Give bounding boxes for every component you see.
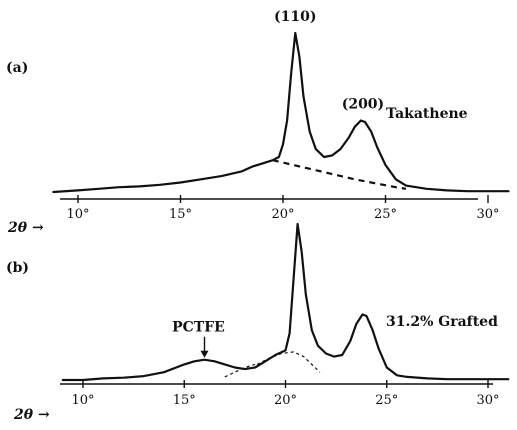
panel-a-label: (a) (6, 60, 28, 76)
panel-a-annotation-1: (200) (342, 96, 384, 112)
panel-b-tick-label-20: 20° (274, 393, 297, 408)
panel-b-series-dotted-1 (256, 351, 321, 373)
panel-b-ticks: 10° 15° 20° 25° 30° (71, 380, 500, 408)
panel-b: (b) 31.2% Grafted 10° 15° 20° 25° 30° PCTFE … (6, 222, 510, 423)
panel-b-sample-label: 31.2% Grafted (386, 314, 498, 330)
panel-b-annotation-arrow-head (200, 350, 209, 358)
panel-b-annotations: PCTFE (172, 320, 225, 358)
panel-a: (a) Takathene 10° 15° 20° 25° 30° (110) (200)… (6, 9, 510, 236)
panel-b-label: (b) (6, 260, 29, 276)
panel-b-tick-label-30: 30° (476, 393, 499, 408)
panel-a-tick-label-25: 25° (374, 207, 397, 222)
panel-b-series (61, 222, 510, 382)
panel-b-annotation-0: PCTFE (172, 320, 225, 336)
panel-b-series-solid-0 (61, 222, 510, 382)
panel-a-x-axis-label: 2θ → (7, 220, 44, 236)
panel-a-series-dashed-1 (272, 159, 407, 190)
panel-a-tick-label-30: 30° (476, 207, 499, 222)
panel-a-series (52, 31, 510, 194)
panel-a-ticks: 10° 15° 20° 25° 30° (66, 195, 500, 222)
panel-a-annotations: (110) (200) (274, 9, 384, 112)
panel-b-x-axis-label: 2θ → (13, 407, 50, 423)
panel-a-tick-label-15: 15° (169, 207, 192, 222)
panel-b-tick-label-15: 15° (173, 393, 196, 408)
panel-b-tick-label-10: 10° (71, 393, 94, 408)
panel-a-annotation-0: (110) (274, 9, 316, 25)
panel-a-sample-label: Takathene (386, 106, 468, 122)
panel-a-tick-label-20: 20° (271, 207, 294, 222)
panel-a-series-solid-0 (52, 31, 510, 194)
panel-a-tick-label-10: 10° (66, 207, 89, 222)
panel-b-tick-label-25: 25° (375, 393, 398, 408)
